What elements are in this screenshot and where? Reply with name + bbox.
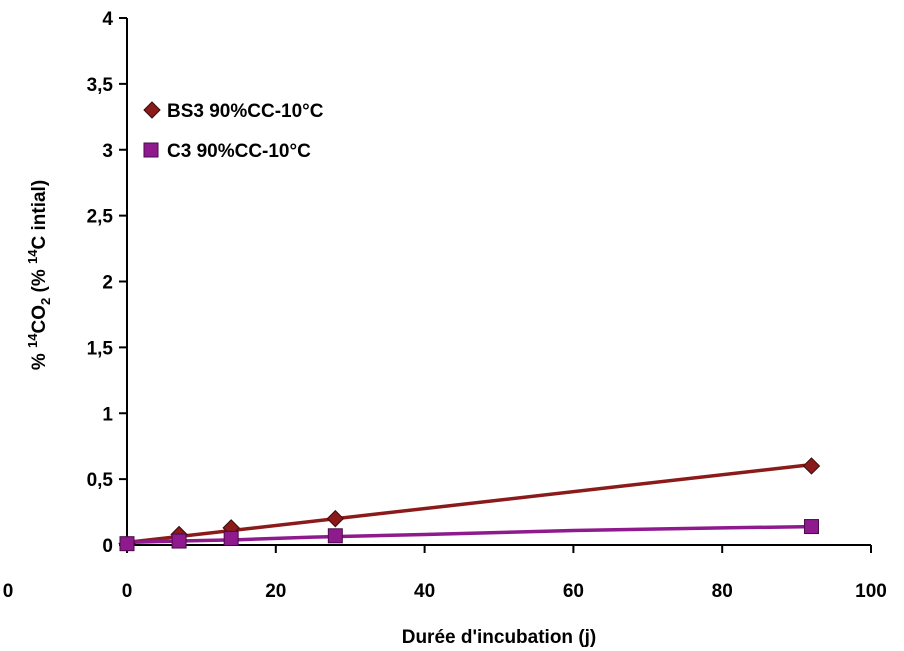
y-tick-label: 4 (102, 9, 113, 30)
y-axis-title-part3: (% (29, 264, 50, 298)
y-tick-label: 2 (102, 273, 113, 294)
legend-label-bs3: BS3 90%CC-10°C (167, 101, 324, 122)
data-point-diamond (802, 457, 821, 475)
y-tick-label: 3 (102, 141, 113, 162)
fit-line-series-0 (126, 462, 812, 545)
x-tick-label: 60 (563, 581, 584, 602)
data-point-diamond (326, 509, 345, 528)
x-tick-label: 20 (265, 581, 286, 602)
fit-lines (126, 462, 812, 545)
x-tick-label: 80 (712, 581, 733, 602)
y-axis-title-part4: C intial) (29, 180, 50, 250)
y-axis-title: % 14CO2 (% 14C intial) (25, 180, 53, 370)
y-tick-label: 0,5 (87, 470, 114, 491)
legend-item-bs3: BS3 90%CC-10°C (143, 101, 324, 122)
y-tick-label: 0 (102, 536, 113, 557)
x-tick-label: 40 (414, 581, 435, 602)
y-tick-label: 3,5 (87, 75, 114, 96)
x-tick-label: 100 (855, 581, 887, 602)
fit-line-series-1 (126, 524, 812, 545)
y-tick-label: 1 (102, 404, 113, 425)
legend-diamond-marker (143, 101, 161, 119)
x-axis-title: Durée d'incubation (j) (402, 627, 597, 648)
legend-label-c3: C3 90%CC-10°C (167, 141, 311, 162)
y-axis-title-sup2: 14 (25, 249, 40, 264)
legend-square-marker (143, 142, 159, 158)
data-point-square (119, 536, 135, 552)
legend: BS3 90%CC-10°C C3 90%CC-10°C (143, 101, 324, 162)
extra-x-tick-label: 0 (3, 581, 14, 602)
y-tick-label: 1,5 (87, 338, 114, 359)
y-axis-title-part2: CO (29, 305, 50, 334)
axes (126, 18, 871, 546)
ticks: 00,511,522,533,540 20 40 60 80 100 (87, 9, 887, 602)
data-point-square (803, 519, 819, 535)
data-point-square (327, 528, 343, 544)
y-axis-title-sub: 2 (38, 298, 53, 305)
y-axis-title-sup1: 14 (25, 333, 40, 348)
legend-item-c3: C3 90%CC-10°C (143, 141, 311, 162)
data-markers (118, 457, 821, 553)
data-point-square (223, 530, 239, 546)
y-tick-label: 2,5 (87, 207, 114, 228)
y-axis-title-part1: % (29, 348, 50, 370)
x-tick-label: 0 (122, 581, 133, 602)
data-point-square (171, 533, 187, 549)
